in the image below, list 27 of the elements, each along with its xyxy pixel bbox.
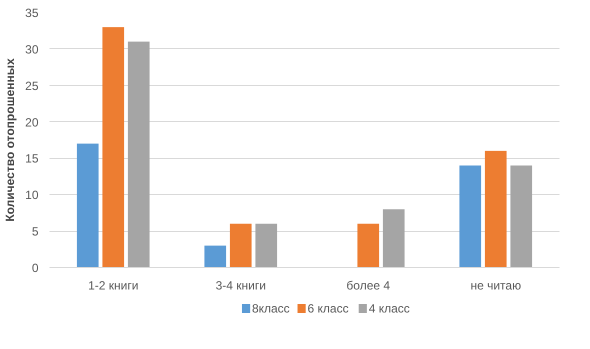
y-axis-title: Количество отопрошенных (3, 58, 18, 222)
x-tick-label: более 4 (346, 278, 390, 292)
legend-label: 4 класс (368, 302, 410, 316)
legend-label: 8класс (252, 302, 290, 316)
x-tick-label: не читаю (470, 278, 522, 292)
bar (230, 224, 252, 268)
y-tick-label: 10 (25, 188, 39, 202)
y-tick-label: 15 (25, 152, 39, 166)
bar (459, 166, 482, 268)
bar (382, 209, 405, 268)
bar (76, 144, 99, 268)
y-tick-label: 30 (25, 42, 39, 56)
bar (510, 166, 532, 268)
x-tick-label: 1-2 книги (88, 278, 138, 292)
bar (102, 27, 124, 268)
bar (204, 246, 226, 268)
y-tick-label: 0 (32, 261, 39, 275)
bar (357, 224, 380, 268)
y-tick-label: 20 (25, 115, 39, 130)
bar (128, 42, 150, 268)
bar (255, 224, 278, 268)
y-tick-label: 35 (25, 6, 39, 20)
y-tick-label: 5 (32, 224, 39, 239)
x-tick-label: 3-4 книги (216, 278, 266, 292)
legend-label: 6 класс (308, 302, 349, 316)
y-tick-label: 25 (25, 78, 39, 93)
bar (484, 150, 507, 268)
